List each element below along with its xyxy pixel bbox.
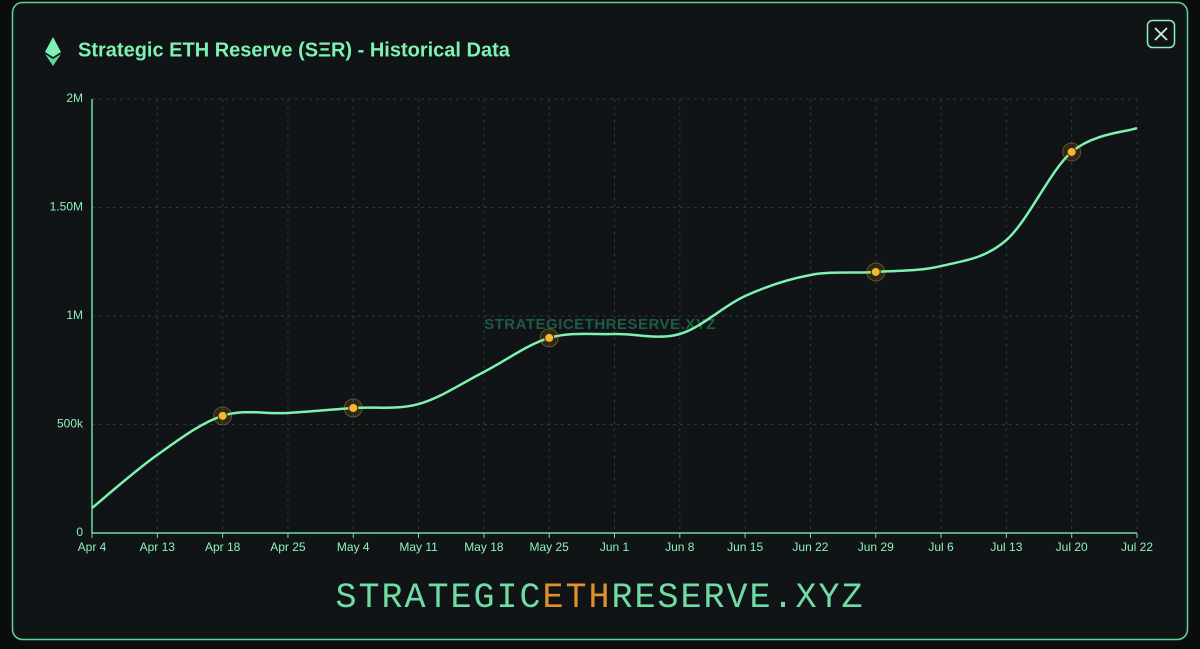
x-tick-label: Jun 8	[665, 540, 695, 554]
plot: 0 500k 1M 1.50M 2M Apr 4 Apr 13 Apr 18 Apr 25 May…	[50, 91, 1154, 554]
footer-logo: STRATEGICETHRESERVE.XYZ	[335, 578, 864, 618]
x-tick-label: Jul 13	[990, 540, 1022, 554]
x-tick-label: Apr 13	[140, 540, 176, 554]
footer-part: STRATEGIC	[335, 578, 542, 618]
x-tick-label: Jul 22	[1121, 540, 1153, 554]
close-button-frame[interactable]	[1146, 19, 1176, 49]
point	[1066, 146, 1077, 157]
y-tick-label: 0	[76, 525, 83, 539]
x-tick-label: Jun 22	[792, 540, 828, 554]
x-tick-label: Jul 20	[1056, 540, 1088, 554]
point	[217, 410, 228, 421]
x-tick-label: May 18	[464, 540, 504, 554]
series-line	[91, 126, 1138, 510]
x-tick-label: Apr 4	[78, 540, 107, 554]
y-tick-label: 1M	[66, 308, 83, 322]
x-tick-label: May 25	[530, 540, 570, 554]
close-icon[interactable]	[1154, 27, 1168, 41]
x-tick-label: Apr 25	[270, 540, 306, 554]
close-button[interactable]	[1146, 19, 1176, 49]
watermark: STRATEGICETHRESERVE.XYZ	[484, 316, 716, 333]
x-tick-label: May 4	[337, 540, 370, 554]
x-tick-label: Jul 6	[928, 540, 954, 554]
y-tick-label: 500k	[57, 417, 84, 431]
modal-frame	[11, 1, 1189, 641]
footer-part: ETH	[542, 578, 611, 618]
x-tick-label: May 11	[399, 540, 438, 554]
x-tick-label: Jun 29	[858, 540, 894, 554]
footer-part: RESERVE.XYZ	[612, 578, 865, 618]
y-tick-label: 2M	[66, 91, 83, 105]
x-tick-label: Jun 15	[727, 540, 763, 554]
point	[348, 403, 359, 414]
point	[870, 266, 881, 277]
x-tick-label: Apr 18	[205, 540, 241, 554]
y-tick-label: 1.50M	[50, 200, 83, 214]
chart-title: Strategic ETH Reserve (SΞR) - Historical…	[78, 39, 511, 61]
x-tick-label: Jun 1	[600, 540, 630, 554]
eth-icon	[45, 37, 61, 66]
point	[544, 332, 555, 343]
